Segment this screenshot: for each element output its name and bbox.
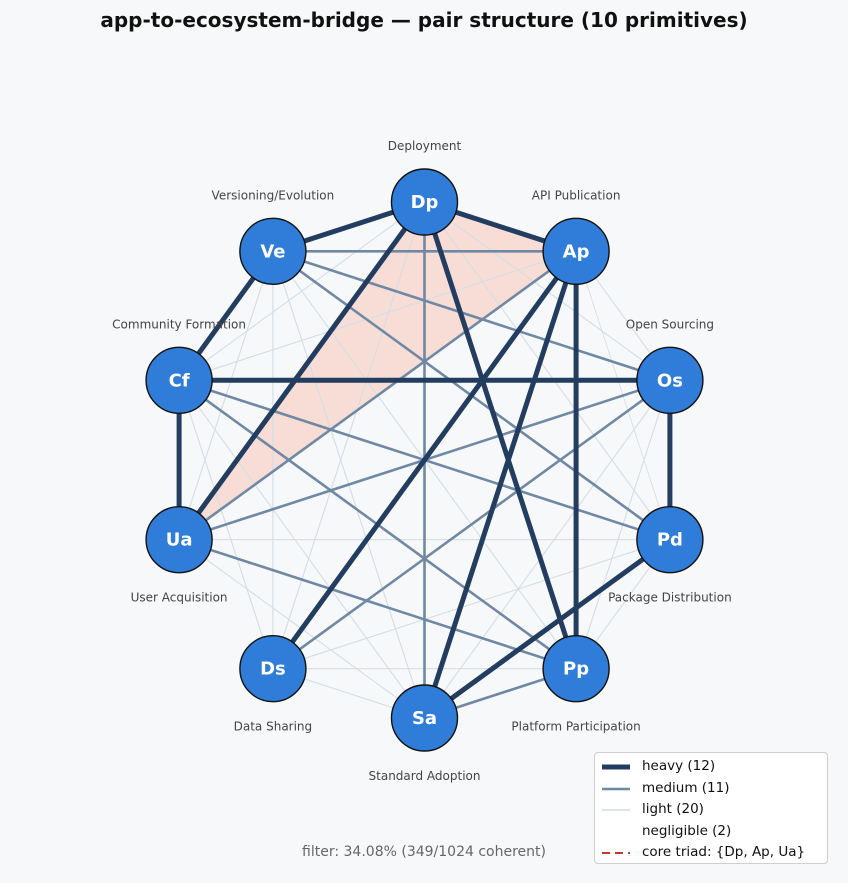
node-Pp: Pp Platform Participation [511,635,641,734]
legend-swatch-medium [602,787,630,790]
node-abbreviation: Ua [166,530,193,551]
node-Dp: Dp Deployment [388,139,462,236]
light-edge-Dp-Cf [178,201,426,381]
legend-swatch-negligible [601,827,631,837]
medium-edge-Ap-Ua [177,250,578,542]
node-Ve: Ve Versioning/Evolution [212,188,335,286]
node-label: Versioning/Evolution [212,188,335,202]
node-circle [390,168,459,236]
node-layer: Dp Deployment Ap API Publication Os Open Sour… [112,139,732,783]
legend-label: negligible (2) [642,822,732,839]
node-label: Package Distribution [608,591,732,605]
heavy-edge-Dp-Ua [176,199,427,543]
node-abbreviation: Cf [169,370,190,391]
legend-swatch-core [602,852,630,854]
legend-label: medium (11) [642,779,730,796]
node-Cf: Cf Community Formation [112,317,246,414]
legend-swatch-light [602,809,630,811]
node-label: User Acquisition [131,591,228,605]
node-circle [239,635,307,703]
node-circle [145,506,213,574]
legend-label: core triad: {Dp, Ap, Ua} [642,844,806,860]
node-circle [542,217,610,286]
light-edge-Cf-Ap [178,250,577,381]
legend-label: heavy (12) [642,758,716,774]
node-label: Community Formation [112,317,246,331]
heavy-edge-Dp-Pp [422,199,579,672]
node-circle [636,506,704,574]
heavy-edge-Ap-Sa [422,248,579,721]
node-circle [145,346,213,414]
legend-item-negligible: negligible (2) [595,821,827,841]
node-abbreviation: Ds [260,659,286,680]
node-abbreviation: Dp [411,192,439,213]
light-edge-Cf-Sa [178,379,426,719]
node-label: Open Sourcing [626,317,714,331]
medium-edge-Ds-Os [271,378,672,671]
legend-item-heavy: heavy (12) [595,756,827,776]
heavy-edge-Sa-Pd [422,537,673,721]
node-abbreviation: Sa [412,708,437,729]
page-title: app-to-ecosystem-bridge — pair structure… [100,8,748,32]
node-abbreviation: Pp [563,659,589,680]
node-abbreviation: Ap [563,241,590,262]
medium-edge-Ua-Pp [177,538,578,671]
node-circle [239,217,307,286]
light-edge-Os-Sa [423,379,671,719]
node-label: Standard Adoption [369,769,481,783]
node-circle [636,346,704,414]
node-Pd: Pd Package Distribution [608,506,732,605]
node-abbreviation: Ve [260,241,285,262]
heavy-edge-Ap-Ds [270,248,579,672]
legend-item-medium: medium (11) [595,778,827,798]
node-Ds: Ds Data Sharing [234,635,313,734]
node-abbreviation: Os [657,370,683,391]
node-label: Data Sharing [234,720,313,734]
legend-item-light: light (20) [595,799,827,819]
legend-label: light (20) [642,801,704,817]
light-edge-Dp-Pd [423,201,671,541]
node-Os: Os Open Sourcing [626,317,714,414]
legend-swatch-heavy [602,764,630,770]
core-triad-region [179,202,577,540]
node-Ua: Ua User Acquisition [131,506,228,605]
node-Ap: Ap API Publication [532,188,621,286]
node-label: Platform Participation [511,720,640,734]
node-Sa: Sa Standard Adoption [369,684,481,783]
node-abbreviation: Pd [657,530,683,551]
medium-edge-Ve-Os [271,250,672,382]
light-edge-Ds-Pd [272,539,671,670]
node-label: Deployment [388,139,462,153]
legend: heavy (12) medium (11) light (20) negligibl… [594,752,828,864]
node-circle [542,635,610,703]
core-triad-layer [179,202,577,540]
legend-item-core: core triad: {Dp, Ap, Ua} [595,842,827,862]
node-label: API Publication [532,188,621,202]
filter-status: filter: 34.08% (349/1024 coherent) [302,844,546,860]
node-circle [390,684,459,752]
